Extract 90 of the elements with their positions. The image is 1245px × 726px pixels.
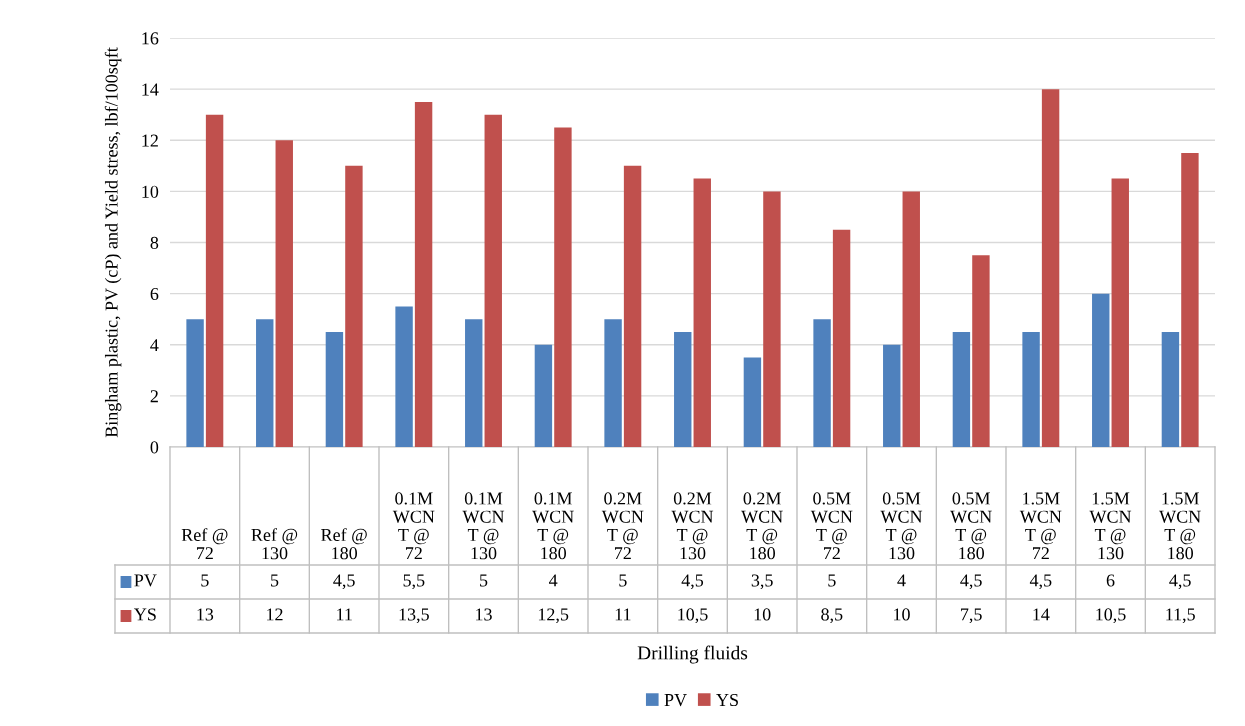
bar (325, 331, 344, 447)
data-label: 10,5 (678, 608, 708, 624)
y-tick-label: 0 (150, 441, 159, 454)
data-label: 5 (201, 574, 209, 587)
bar (1022, 331, 1040, 447)
data-label: 8,5 (821, 608, 843, 624)
bar (1092, 293, 1110, 447)
data-label: 10 (754, 608, 771, 621)
bar (952, 331, 971, 447)
bar (554, 127, 572, 447)
x-tick-label: 0.5M WCN T @ 180 (950, 492, 992, 560)
data-label: 6 (1106, 574, 1115, 587)
data-label: 11 (615, 608, 631, 621)
x-tick-label: 1.5M WCN T @ 72 (1019, 492, 1062, 560)
data-label: 13 (476, 608, 492, 621)
data-label: 11,5 (1166, 608, 1195, 624)
data-label: 14 (1033, 608, 1050, 621)
y-tick-label: 10 (142, 185, 159, 198)
bar (972, 255, 990, 447)
bar (395, 306, 413, 447)
x-tick-label: Ref @ 180 (321, 528, 367, 560)
x-tick-label: 0.1M WCN T @ 180 (532, 492, 574, 560)
x-tick-label: Ref @ 130 (251, 528, 298, 560)
bar (693, 178, 711, 447)
y-tick-label: 4 (150, 339, 159, 352)
data-label: 10,5 (1096, 608, 1126, 624)
bar (763, 191, 781, 447)
data-label: 4 (549, 574, 558, 587)
data-label: 12 (267, 608, 283, 621)
bar (414, 101, 433, 447)
y-tick-label: 12 (142, 134, 158, 147)
x-tick-label: 0.2M WCN T @ 180 (741, 492, 783, 560)
bar (883, 344, 901, 447)
bar (1161, 331, 1180, 447)
data-label: 4,5 (333, 574, 355, 590)
x-tick-label: 0.2M WCN T @ 130 (671, 492, 714, 560)
data-label: 3,5 (751, 574, 773, 590)
bar (604, 319, 622, 447)
bar (1111, 178, 1129, 447)
x-tick-label: 1.5M WCN T @ 130 (1089, 492, 1132, 560)
bar (484, 114, 502, 447)
y-tick-label: 2 (150, 390, 158, 403)
legend-label: YS (134, 608, 156, 621)
x-tick-label: 0.1M WCN T @ 72 (392, 492, 435, 560)
x-tick-label: 1.5M WCN T @ 180 (1159, 492, 1201, 560)
y-tick-label: 6 (150, 287, 159, 301)
data-label: 10 (894, 608, 910, 621)
bar (813, 319, 831, 447)
data-label: 12,5 (538, 608, 569, 624)
x-tick-label: Ref @ 72 (181, 528, 228, 560)
data-label: 4 (897, 574, 906, 587)
text: PV (664, 694, 687, 707)
data-label: 4,5 (1169, 574, 1191, 590)
data-label: 5,5 (403, 574, 425, 590)
data-label: 4,5 (960, 574, 982, 590)
data-label: 13,5 (399, 608, 429, 624)
data-label: 4,5 (681, 574, 704, 590)
data-label: 5 (480, 574, 488, 587)
y-tick-label: 8 (150, 236, 159, 249)
data-label: 7,5 (961, 608, 982, 624)
data-label: 13 (197, 608, 214, 621)
legend-label: PV (134, 574, 157, 587)
y-axis-title: Bingham plastic, PV (cP) and Yield stress, lbf/100sqft (104, 47, 122, 438)
x-tick-label: 0.5M WCN T @ 130 (880, 492, 923, 560)
bar (534, 344, 553, 447)
y-tick-label: 16 (142, 32, 159, 45)
bar (743, 357, 762, 447)
data-label: 5 (619, 574, 627, 587)
x-tick-label: 0.1M WCN T @ 130 (462, 492, 505, 560)
bar (623, 165, 642, 447)
bar (205, 114, 224, 447)
bar (832, 229, 851, 447)
x-axis-title: Drilling fluids (637, 645, 748, 664)
bar (902, 191, 920, 447)
text: YS (716, 693, 738, 707)
bar (1041, 89, 1060, 447)
x-tick-label: 0.2M WCN T @ 72 (601, 492, 644, 560)
data-label: 11 (337, 608, 352, 621)
y-tick-label: 14 (142, 83, 159, 96)
bar (345, 165, 363, 447)
bar (674, 331, 692, 447)
bar (186, 319, 204, 447)
bar (256, 319, 274, 447)
data-label: 5 (271, 574, 279, 587)
x-tick-label: 0.5M WCN T @ 72 (810, 492, 853, 560)
bar (275, 140, 293, 447)
bar (1181, 153, 1199, 447)
data-label: 4,5 (1029, 574, 1052, 590)
bar (465, 319, 483, 447)
data-label: 5 (828, 574, 836, 587)
